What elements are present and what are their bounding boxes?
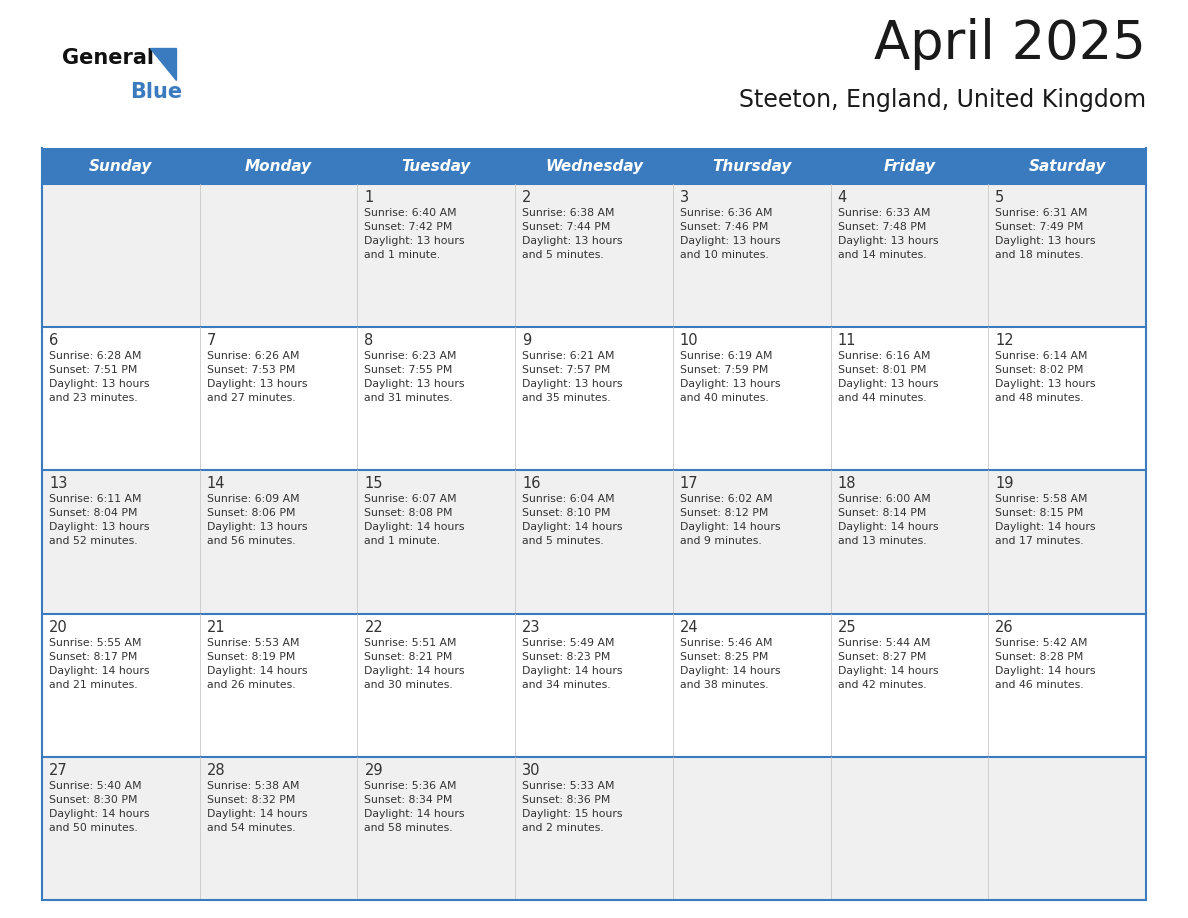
Text: 6: 6: [49, 333, 58, 348]
Text: Wednesday: Wednesday: [545, 159, 643, 174]
Text: Sunrise: 6:00 AM
Sunset: 8:14 PM
Daylight: 14 hours
and 13 minutes.: Sunrise: 6:00 AM Sunset: 8:14 PM Dayligh…: [838, 495, 939, 546]
Text: 13: 13: [49, 476, 68, 491]
Text: Sunrise: 5:46 AM
Sunset: 8:25 PM
Daylight: 14 hours
and 38 minutes.: Sunrise: 5:46 AM Sunset: 8:25 PM Dayligh…: [680, 638, 781, 689]
Text: Sunrise: 6:40 AM
Sunset: 7:42 PM
Daylight: 13 hours
and 1 minute.: Sunrise: 6:40 AM Sunset: 7:42 PM Dayligh…: [365, 208, 465, 260]
Text: Sunrise: 6:02 AM
Sunset: 8:12 PM
Daylight: 14 hours
and 9 minutes.: Sunrise: 6:02 AM Sunset: 8:12 PM Dayligh…: [680, 495, 781, 546]
Text: Sunrise: 5:38 AM
Sunset: 8:32 PM
Daylight: 14 hours
and 54 minutes.: Sunrise: 5:38 AM Sunset: 8:32 PM Dayligh…: [207, 781, 308, 833]
Text: 17: 17: [680, 476, 699, 491]
Text: Sunrise: 5:55 AM
Sunset: 8:17 PM
Daylight: 14 hours
and 21 minutes.: Sunrise: 5:55 AM Sunset: 8:17 PM Dayligh…: [49, 638, 150, 689]
Text: Sunrise: 5:53 AM
Sunset: 8:19 PM
Daylight: 14 hours
and 26 minutes.: Sunrise: 5:53 AM Sunset: 8:19 PM Dayligh…: [207, 638, 308, 689]
Text: 20: 20: [49, 620, 68, 634]
Polygon shape: [150, 48, 176, 80]
Text: Sunrise: 6:07 AM
Sunset: 8:08 PM
Daylight: 14 hours
and 1 minute.: Sunrise: 6:07 AM Sunset: 8:08 PM Dayligh…: [365, 495, 465, 546]
Text: 26: 26: [996, 620, 1013, 634]
Bar: [42, 470, 1146, 613]
Text: Sunrise: 6:19 AM
Sunset: 7:59 PM
Daylight: 13 hours
and 40 minutes.: Sunrise: 6:19 AM Sunset: 7:59 PM Dayligh…: [680, 352, 781, 403]
Text: 30: 30: [523, 763, 541, 778]
Text: 10: 10: [680, 333, 699, 348]
Text: Friday: Friday: [884, 159, 935, 174]
Text: 8: 8: [365, 333, 374, 348]
Text: Tuesday: Tuesday: [402, 159, 470, 174]
Text: 1: 1: [365, 190, 374, 205]
Text: Sunrise: 5:49 AM
Sunset: 8:23 PM
Daylight: 14 hours
and 34 minutes.: Sunrise: 5:49 AM Sunset: 8:23 PM Dayligh…: [523, 638, 623, 689]
Text: 25: 25: [838, 620, 857, 634]
Text: 12: 12: [996, 333, 1013, 348]
Text: 22: 22: [365, 620, 384, 634]
Text: Sunrise: 5:33 AM
Sunset: 8:36 PM
Daylight: 15 hours
and 2 minutes.: Sunrise: 5:33 AM Sunset: 8:36 PM Dayligh…: [523, 781, 623, 833]
Text: Sunrise: 6:23 AM
Sunset: 7:55 PM
Daylight: 13 hours
and 31 minutes.: Sunrise: 6:23 AM Sunset: 7:55 PM Dayligh…: [365, 352, 465, 403]
Text: 7: 7: [207, 333, 216, 348]
Text: Sunrise: 6:38 AM
Sunset: 7:44 PM
Daylight: 13 hours
and 5 minutes.: Sunrise: 6:38 AM Sunset: 7:44 PM Dayligh…: [523, 208, 623, 260]
Text: Sunrise: 6:31 AM
Sunset: 7:49 PM
Daylight: 13 hours
and 18 minutes.: Sunrise: 6:31 AM Sunset: 7:49 PM Dayligh…: [996, 208, 1095, 260]
Text: Sunrise: 5:51 AM
Sunset: 8:21 PM
Daylight: 14 hours
and 30 minutes.: Sunrise: 5:51 AM Sunset: 8:21 PM Dayligh…: [365, 638, 465, 689]
Text: Sunday: Sunday: [89, 159, 152, 174]
Text: 28: 28: [207, 763, 226, 778]
Text: Sunrise: 6:09 AM
Sunset: 8:06 PM
Daylight: 13 hours
and 56 minutes.: Sunrise: 6:09 AM Sunset: 8:06 PM Dayligh…: [207, 495, 308, 546]
Text: Sunrise: 5:42 AM
Sunset: 8:28 PM
Daylight: 14 hours
and 46 minutes.: Sunrise: 5:42 AM Sunset: 8:28 PM Dayligh…: [996, 638, 1095, 689]
Bar: [42, 184, 1146, 327]
Text: Thursday: Thursday: [712, 159, 791, 174]
Text: Sunrise: 5:36 AM
Sunset: 8:34 PM
Daylight: 14 hours
and 58 minutes.: Sunrise: 5:36 AM Sunset: 8:34 PM Dayligh…: [365, 781, 465, 833]
Text: 16: 16: [523, 476, 541, 491]
Text: Sunrise: 5:58 AM
Sunset: 8:15 PM
Daylight: 14 hours
and 17 minutes.: Sunrise: 5:58 AM Sunset: 8:15 PM Dayligh…: [996, 495, 1095, 546]
Bar: [42, 327, 1146, 470]
Text: 21: 21: [207, 620, 226, 634]
Text: Sunrise: 6:36 AM
Sunset: 7:46 PM
Daylight: 13 hours
and 10 minutes.: Sunrise: 6:36 AM Sunset: 7:46 PM Dayligh…: [680, 208, 781, 260]
Text: Monday: Monday: [245, 159, 312, 174]
Bar: [42, 148, 1146, 184]
Text: 4: 4: [838, 190, 847, 205]
Text: 14: 14: [207, 476, 226, 491]
Text: Sunrise: 6:16 AM
Sunset: 8:01 PM
Daylight: 13 hours
and 44 minutes.: Sunrise: 6:16 AM Sunset: 8:01 PM Dayligh…: [838, 352, 939, 403]
Text: 9: 9: [523, 333, 531, 348]
Text: Sunrise: 6:21 AM
Sunset: 7:57 PM
Daylight: 13 hours
and 35 minutes.: Sunrise: 6:21 AM Sunset: 7:57 PM Dayligh…: [523, 352, 623, 403]
Text: 11: 11: [838, 333, 857, 348]
Text: 18: 18: [838, 476, 857, 491]
Text: Sunrise: 5:40 AM
Sunset: 8:30 PM
Daylight: 14 hours
and 50 minutes.: Sunrise: 5:40 AM Sunset: 8:30 PM Dayligh…: [49, 781, 150, 833]
Text: 5: 5: [996, 190, 1005, 205]
Text: 27: 27: [49, 763, 68, 778]
Text: April 2025: April 2025: [874, 18, 1146, 70]
Text: Sunrise: 6:28 AM
Sunset: 7:51 PM
Daylight: 13 hours
and 23 minutes.: Sunrise: 6:28 AM Sunset: 7:51 PM Dayligh…: [49, 352, 150, 403]
Text: 15: 15: [365, 476, 383, 491]
Text: Sunrise: 6:04 AM
Sunset: 8:10 PM
Daylight: 14 hours
and 5 minutes.: Sunrise: 6:04 AM Sunset: 8:10 PM Dayligh…: [523, 495, 623, 546]
Text: Sunrise: 6:33 AM
Sunset: 7:48 PM
Daylight: 13 hours
and 14 minutes.: Sunrise: 6:33 AM Sunset: 7:48 PM Dayligh…: [838, 208, 939, 260]
Text: Sunrise: 5:44 AM
Sunset: 8:27 PM
Daylight: 14 hours
and 42 minutes.: Sunrise: 5:44 AM Sunset: 8:27 PM Dayligh…: [838, 638, 939, 689]
Text: 19: 19: [996, 476, 1013, 491]
Bar: [42, 613, 1146, 756]
Text: 2: 2: [523, 190, 531, 205]
Text: General: General: [62, 48, 154, 68]
Text: Sunrise: 6:11 AM
Sunset: 8:04 PM
Daylight: 13 hours
and 52 minutes.: Sunrise: 6:11 AM Sunset: 8:04 PM Dayligh…: [49, 495, 150, 546]
Text: Sunrise: 6:14 AM
Sunset: 8:02 PM
Daylight: 13 hours
and 48 minutes.: Sunrise: 6:14 AM Sunset: 8:02 PM Dayligh…: [996, 352, 1095, 403]
Text: 23: 23: [523, 620, 541, 634]
Bar: [42, 756, 1146, 900]
Text: Sunrise: 6:26 AM
Sunset: 7:53 PM
Daylight: 13 hours
and 27 minutes.: Sunrise: 6:26 AM Sunset: 7:53 PM Dayligh…: [207, 352, 308, 403]
Text: Saturday: Saturday: [1029, 159, 1106, 174]
Text: Steeton, England, United Kingdom: Steeton, England, United Kingdom: [739, 88, 1146, 112]
Text: 24: 24: [680, 620, 699, 634]
Text: 29: 29: [365, 763, 383, 778]
Text: 3: 3: [680, 190, 689, 205]
Text: Blue: Blue: [129, 82, 182, 102]
